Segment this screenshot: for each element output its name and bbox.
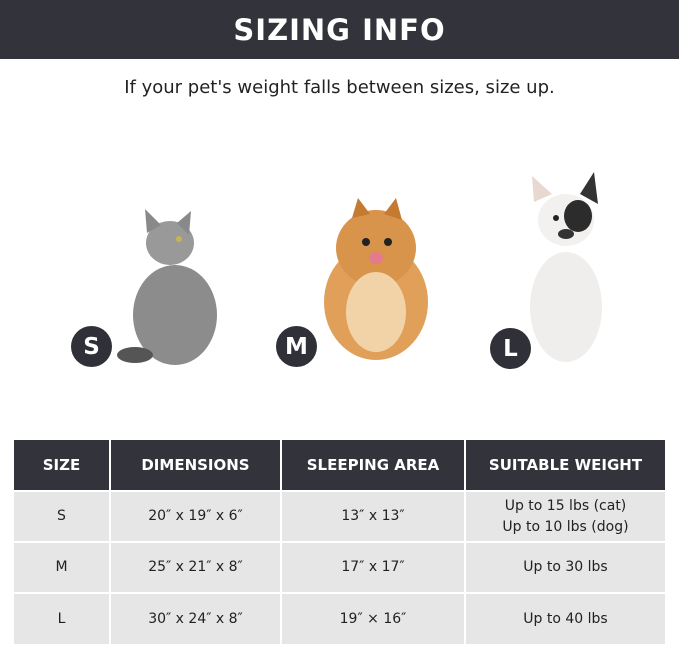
weight-line: Up to 15 lbs (cat) xyxy=(504,497,627,514)
weight-cell: Up to 40 lbs xyxy=(465,592,665,644)
dimensions-cell: 30″ x 24″ x 8″ xyxy=(110,592,282,644)
column-header-size: SIZE xyxy=(14,440,111,491)
sizing-table: SIZE DIMENSIONS SLEEPING AREA SUITABLE W… xyxy=(14,440,665,644)
page-title: SIZING INFO xyxy=(233,12,446,47)
table-row: S 20″ x 19″ x 6″ 13″ x 13″ Up to 15 lbs … xyxy=(14,490,665,542)
weight-cell: Up to 30 lbs xyxy=(465,541,665,593)
weight-cell: Up to 15 lbs (cat) Up to 10 lbs (dog) xyxy=(465,490,665,542)
size-badge-s: S xyxy=(71,326,112,367)
cat-image xyxy=(117,209,217,365)
size-badge-m: M xyxy=(276,326,317,367)
column-header-dimensions: DIMENSIONS xyxy=(110,440,282,491)
sleeping-area-cell: 17″ x 17″ xyxy=(281,541,466,593)
sizing-info-banner: SIZING INFO xyxy=(0,0,679,59)
sleeping-area-cell: 19″ × 16″ xyxy=(281,592,466,644)
table-row: M 25″ x 21″ x 8″ 17″ x 17″ Up to 30 lbs xyxy=(14,541,665,593)
french-bulldog-image xyxy=(530,172,602,362)
size-cell: L xyxy=(14,592,111,644)
column-header-suitable-weight: SUITABLE WEIGHT xyxy=(465,440,665,491)
table-row: L 30″ x 24″ x 8″ 19″ × 16″ Up to 40 lbs xyxy=(14,592,665,644)
pomeranian-image xyxy=(324,198,428,360)
dimensions-cell: 25″ x 21″ x 8″ xyxy=(110,541,282,593)
dimensions-cell: 20″ x 19″ x 6″ xyxy=(110,490,282,542)
table-header-row: SIZE DIMENSIONS SLEEPING AREA SUITABLE W… xyxy=(14,440,665,491)
sizing-hint: If your pet's weight falls between sizes… xyxy=(124,77,555,98)
size-cell: M xyxy=(14,541,111,593)
size-badge-l: L xyxy=(490,328,531,369)
sleeping-area-cell: 13″ x 13″ xyxy=(281,490,466,542)
weight-line: Up to 10 lbs (dog) xyxy=(502,518,629,535)
size-cell: S xyxy=(14,490,111,542)
column-header-sleeping-area: SLEEPING AREA xyxy=(281,440,466,491)
